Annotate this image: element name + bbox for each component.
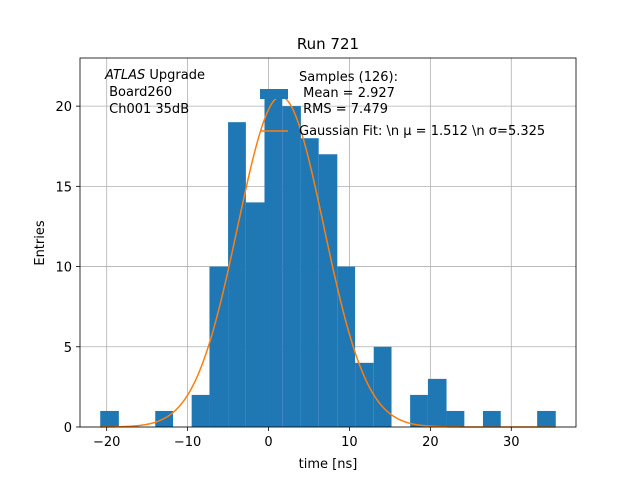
histogram-bar	[410, 394, 428, 427]
histogram-bar	[228, 122, 246, 427]
x-tick-label: −20	[93, 435, 120, 450]
x-tick-label: 20	[422, 435, 439, 450]
histogram-bar	[427, 378, 447, 427]
histogram-bar	[537, 410, 556, 427]
histogram-bar	[191, 394, 210, 427]
histogram-bar	[264, 90, 283, 427]
legend-histogram-line-3: RMS = 7.479	[299, 102, 388, 117]
axes-frame	[79, 57, 577, 428]
x-tick-label: −10	[174, 435, 201, 450]
x-tick-label: 10	[341, 435, 358, 450]
y-tick-label: 5	[64, 341, 72, 356]
annotation-line-1: ATLAS Upgrade	[104, 68, 205, 83]
histogram-bar	[482, 410, 501, 427]
histogram-bar	[282, 106, 301, 427]
histogram-bar	[355, 362, 374, 427]
annotation-atlas: ATLAS	[104, 68, 145, 83]
histogram-bar	[209, 266, 229, 427]
x-tick-label: 30	[503, 435, 520, 450]
annotation-upgrade: Upgrade	[145, 68, 205, 83]
histogram-bar	[337, 266, 356, 427]
histogram-bar	[300, 138, 319, 427]
axis-ticks: −20 −10 0 10 20 30 0 5 10 15 20	[55, 100, 519, 450]
y-tick-label: 10	[55, 261, 72, 276]
experiment-annotation: ATLAS Upgrade Board260 Ch001 35dB	[104, 68, 205, 117]
annotation-line-3: Ch001 35dB	[105, 102, 189, 117]
y-tick-label: 20	[55, 100, 72, 115]
y-tick-label: 0	[64, 421, 72, 436]
histogram-bar	[446, 410, 465, 427]
histogram-bar	[373, 346, 392, 427]
x-tick-label: 0	[264, 435, 272, 450]
y-tick-label: 15	[55, 180, 72, 195]
legend: Samples (126): Mean = 2.927 RMS = 7.479 …	[260, 70, 545, 139]
legend-histogram-line-2: Mean = 2.927	[299, 86, 395, 101]
histogram-bar	[245, 202, 265, 427]
annotation-line-2: Board260	[105, 85, 172, 100]
x-axis-label: time [ns]	[299, 457, 358, 472]
y-axis-label: Entries	[33, 220, 48, 266]
histogram-bar	[100, 410, 119, 427]
legend-fit-label: Gaussian Fit: \n μ = 1.512 \n σ=5.325	[299, 124, 545, 139]
chart-title: Run 721	[297, 35, 359, 53]
legend-histogram-swatch	[260, 89, 288, 99]
histogram-bars	[100, 90, 556, 427]
histogram-bar	[318, 154, 338, 427]
legend-histogram-line-1: Samples (126):	[299, 70, 398, 85]
